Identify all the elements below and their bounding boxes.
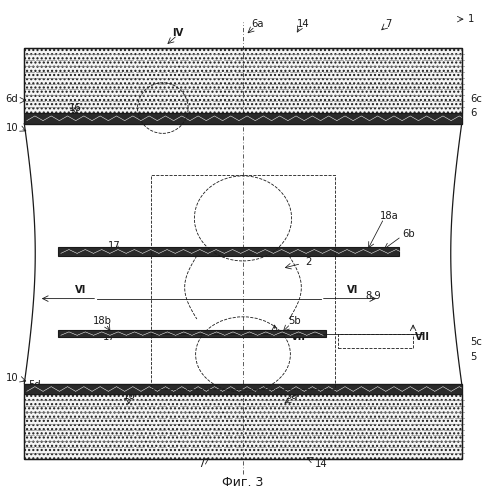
Text: 18b: 18b <box>93 316 111 326</box>
Bar <box>24 394 462 459</box>
Text: 16: 16 <box>122 391 135 401</box>
Text: 8,9: 8,9 <box>365 290 381 300</box>
Bar <box>151 174 335 388</box>
Text: VII: VII <box>292 332 306 342</box>
Bar <box>338 334 413 348</box>
Text: 5d: 5d <box>28 380 41 390</box>
Text: Фиг. 3: Фиг. 3 <box>222 476 264 489</box>
Text: 6: 6 <box>470 108 477 118</box>
Text: IV: IV <box>172 28 183 38</box>
Bar <box>24 384 462 459</box>
Text: 6a: 6a <box>251 18 264 28</box>
Text: 2: 2 <box>305 256 312 266</box>
Text: 5b: 5b <box>288 316 300 326</box>
Text: 17: 17 <box>103 332 116 342</box>
Bar <box>58 330 326 338</box>
Bar <box>24 384 462 394</box>
Text: 5c: 5c <box>470 338 482 347</box>
Bar <box>24 113 462 124</box>
Text: 16: 16 <box>69 103 82 113</box>
Text: 6c: 6c <box>470 94 482 104</box>
Text: 1: 1 <box>468 14 474 24</box>
Text: 7: 7 <box>385 18 392 28</box>
Bar <box>58 247 399 256</box>
Bar <box>24 48 462 113</box>
Text: 14: 14 <box>296 18 309 28</box>
Text: 10: 10 <box>6 374 18 384</box>
Text: 5: 5 <box>470 352 477 362</box>
Bar <box>24 48 462 124</box>
Text: VI: VI <box>347 285 358 295</box>
Text: VII: VII <box>416 332 430 342</box>
Text: 6b: 6b <box>402 230 415 239</box>
Text: 7: 7 <box>198 459 205 469</box>
Text: 17: 17 <box>108 241 121 251</box>
Text: 5a: 5a <box>285 391 298 401</box>
Text: 6d: 6d <box>6 94 18 104</box>
Text: 18a: 18a <box>380 211 398 221</box>
Text: VI: VI <box>74 285 86 295</box>
Text: 14: 14 <box>314 459 327 469</box>
Text: 10: 10 <box>6 122 18 132</box>
